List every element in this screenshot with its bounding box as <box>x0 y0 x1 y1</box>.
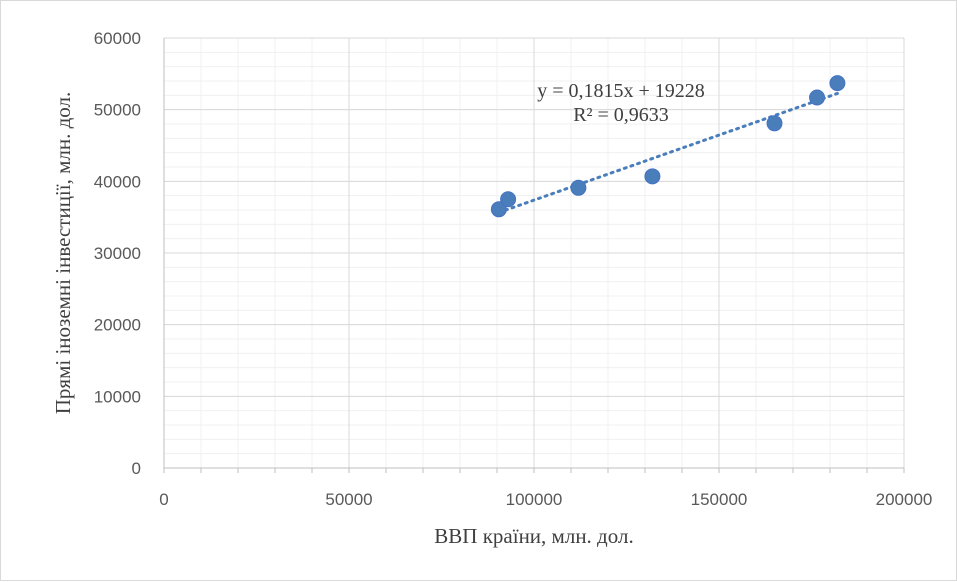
data-point <box>500 191 517 208</box>
x-axis-title: ВВП країни, млн. дол. <box>434 524 633 548</box>
y-tick-label: 30000 <box>94 244 141 263</box>
trendline-r-squared: R² = 0,9633 <box>573 104 669 126</box>
data-point <box>829 75 846 92</box>
tick-labels: 0 50000 100000 150000 200000 0 10000 20000 30000… <box>94 29 933 509</box>
y-axis-title: Прямі іноземні інвестиції, млн. дол. <box>51 92 75 415</box>
data-point <box>644 168 661 185</box>
data-point <box>490 201 507 218</box>
y-tick-label: 50000 <box>94 101 141 120</box>
y-tick-label: 40000 <box>94 172 141 191</box>
axes <box>163 38 905 473</box>
trendline-equation: y = 0,1815x + 19228 <box>537 80 705 102</box>
y-tick-label: 20000 <box>94 316 141 335</box>
data-point <box>809 89 826 106</box>
x-tick-label: 100000 <box>506 490 563 509</box>
y-tick-label: 60000 <box>94 29 141 48</box>
y-tick-label: 10000 <box>94 387 141 406</box>
x-tick-label: 200000 <box>876 490 933 509</box>
x-tick-label: 50000 <box>325 490 372 509</box>
y-tick-label: 0 <box>132 459 141 478</box>
data-point <box>766 115 783 132</box>
data-point <box>570 179 587 196</box>
x-tick-label: 0 <box>159 490 168 509</box>
data-points <box>490 75 846 218</box>
x-tick-label: 150000 <box>691 490 748 509</box>
